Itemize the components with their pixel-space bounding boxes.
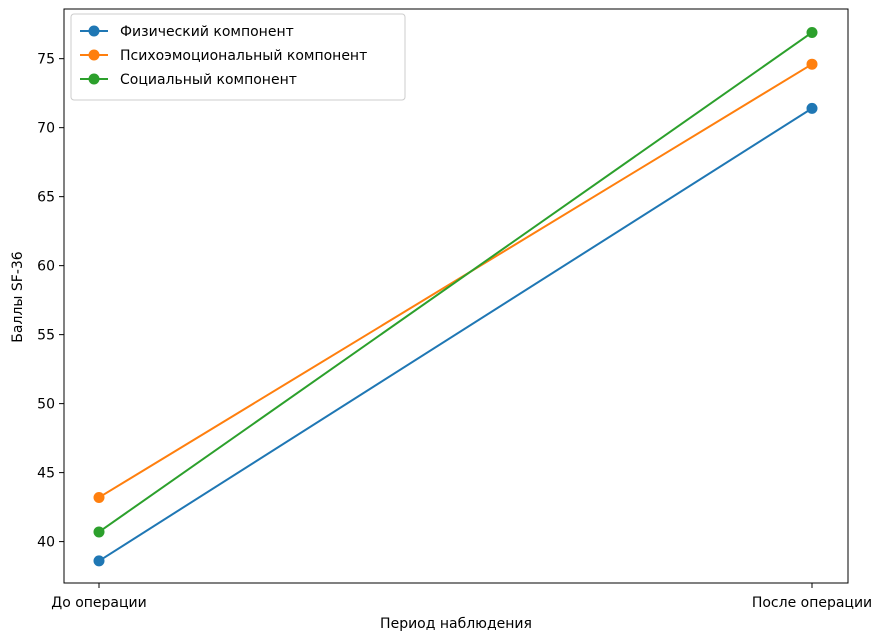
y-tick-label: 45 [37, 466, 55, 482]
data-point [806, 26, 818, 38]
legend-label: Социальный компонент [120, 72, 297, 88]
y-axis-label: Баллы SF-36 [10, 251, 26, 342]
y-tick-label: 60 [37, 259, 55, 275]
legend-marker [88, 73, 100, 85]
plot-area-frame [63, 8, 849, 584]
data-point [93, 491, 105, 503]
series-line-1 [98, 107, 813, 562]
x-axis-label: Период наблюдения [380, 616, 532, 631]
legend-label: Физический компонент [120, 24, 294, 40]
y-tick-label: 70 [37, 121, 55, 137]
x-tick-label: После операции [752, 595, 872, 611]
y-tick-label: 75 [37, 52, 55, 68]
y-tick-label: 50 [37, 397, 55, 413]
legend-marker [88, 25, 100, 37]
legend-box [70, 13, 406, 101]
legend-label: Психоэмоциональный компонент [120, 48, 367, 64]
y-tick-label: 40 [37, 535, 55, 551]
data-point [93, 526, 105, 538]
y-tick-label: 55 [37, 328, 55, 344]
y-tick-label: 65 [37, 190, 55, 206]
data-point [806, 102, 818, 114]
series-line-3 [98, 31, 813, 533]
x-tick-label: До операции [51, 595, 146, 611]
data-point [93, 555, 105, 567]
series-line-2 [98, 63, 813, 499]
legend-marker [88, 49, 100, 61]
data-point [806, 58, 818, 70]
